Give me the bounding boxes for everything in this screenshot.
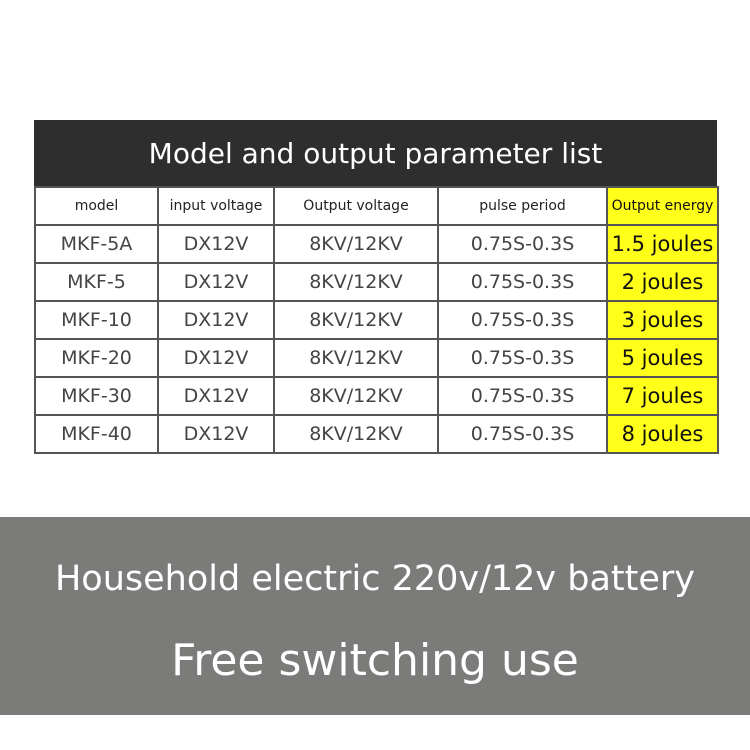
cell-pulse-period: 0.75S-0.3S [437,262,608,302]
banner: Household electric 220v/12v battery Free… [0,517,750,715]
cell-input-voltage: DX12V [157,300,275,340]
cell-output-voltage: 8KV/12KV [273,376,439,416]
table-row: MKF-5 DX12V 8KV/12KV 0.75S-0.3S 2 joules [34,262,719,302]
header-output-voltage: Output voltage [273,186,439,226]
cell-output-voltage: 8KV/12KV [273,338,439,378]
cell-output-voltage: 8KV/12KV [273,262,439,302]
cell-input-voltage: DX12V [157,376,275,416]
cell-model: MKF-30 [34,376,159,416]
cell-model: MKF-5 [34,262,159,302]
header-output-energy: Output energy [606,186,719,226]
cell-output-voltage: 8KV/12KV [273,300,439,340]
cell-pulse-period: 0.75S-0.3S [437,300,608,340]
table-row: MKF-5A DX12V 8KV/12KV 0.75S-0.3S 1.5 joules [34,224,719,264]
cell-output-energy: 8 joules [606,414,719,454]
parameter-table: model input voltage Output voltage pulse… [34,186,719,454]
cell-model: MKF-40 [34,414,159,454]
cell-output-voltage: 8KV/12KV [273,414,439,454]
cell-output-energy: 7 joules [606,376,719,416]
table-header-row: model input voltage Output voltage pulse… [34,186,719,226]
cell-output-energy: 2 joules [606,262,719,302]
header-input-voltage: input voltage [157,186,275,226]
cell-model: MKF-10 [34,300,159,340]
table-row: MKF-10 DX12V 8KV/12KV 0.75S-0.3S 3 joules [34,300,719,340]
table-row: MKF-30 DX12V 8KV/12KV 0.75S-0.3S 7 joules [34,376,719,416]
cell-pulse-period: 0.75S-0.3S [437,224,608,264]
cell-pulse-period: 0.75S-0.3S [437,338,608,378]
table-row: MKF-40 DX12V 8KV/12KV 0.75S-0.3S 8 joules [34,414,719,454]
cell-model: MKF-20 [34,338,159,378]
table-title: Model and output parameter list [34,120,717,186]
header-pulse-period: pulse period [437,186,608,226]
cell-model: MKF-5A [34,224,159,264]
cell-output-energy: 1.5 joules [606,224,719,264]
cell-pulse-period: 0.75S-0.3S [437,376,608,416]
cell-input-voltage: DX12V [157,224,275,264]
table-row: MKF-20 DX12V 8KV/12KV 0.75S-0.3S 5 joules [34,338,719,378]
banner-line-1: Household electric 220v/12v battery [54,559,695,599]
cell-input-voltage: DX12V [157,414,275,454]
cell-output-voltage: 8KV/12KV [273,224,439,264]
header-model: model [34,186,159,226]
cell-output-energy: 5 joules [606,338,719,378]
banner-line-2: Free switching use [171,635,579,686]
cell-output-energy: 3 joules [606,300,719,340]
cell-input-voltage: DX12V [157,262,275,302]
cell-input-voltage: DX12V [157,338,275,378]
cell-pulse-period: 0.75S-0.3S [437,414,608,454]
